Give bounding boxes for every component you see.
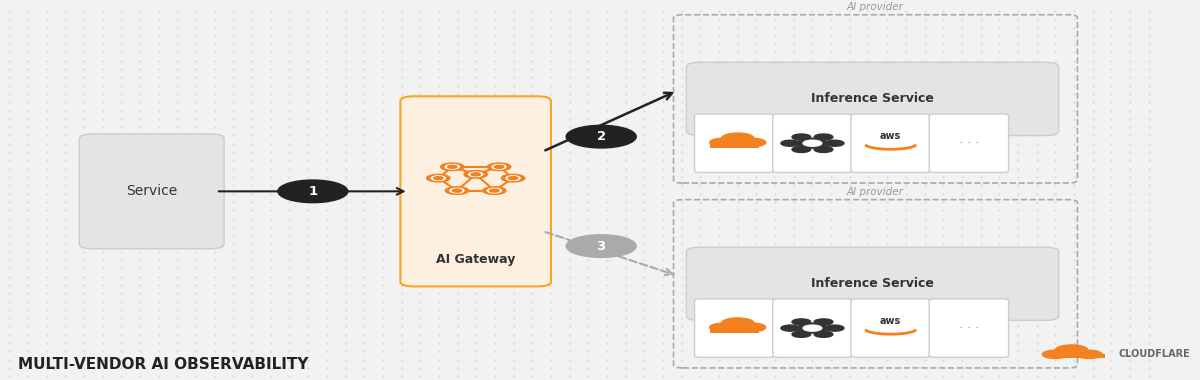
Text: · · ·: · · ·	[959, 137, 979, 150]
FancyBboxPatch shape	[851, 114, 930, 173]
FancyBboxPatch shape	[929, 114, 1008, 173]
Circle shape	[721, 318, 754, 328]
Text: aws: aws	[880, 316, 901, 326]
Circle shape	[792, 331, 811, 337]
FancyBboxPatch shape	[401, 96, 551, 287]
Circle shape	[509, 177, 517, 180]
FancyBboxPatch shape	[695, 299, 774, 357]
Circle shape	[797, 138, 828, 148]
Text: Service: Service	[126, 184, 178, 198]
Circle shape	[740, 138, 766, 147]
Circle shape	[490, 189, 499, 192]
Text: CLOUDFLARE: CLOUDFLARE	[1118, 348, 1190, 359]
Circle shape	[803, 325, 822, 331]
Circle shape	[482, 187, 506, 194]
Circle shape	[826, 140, 844, 146]
FancyBboxPatch shape	[929, 299, 1008, 357]
Circle shape	[709, 138, 736, 147]
Circle shape	[740, 323, 766, 331]
Circle shape	[792, 319, 811, 325]
Text: 1: 1	[308, 185, 318, 198]
Circle shape	[797, 323, 828, 333]
Text: · · ·: · · ·	[959, 321, 979, 335]
Circle shape	[433, 177, 443, 180]
FancyBboxPatch shape	[686, 62, 1058, 136]
Circle shape	[492, 165, 506, 169]
Circle shape	[814, 331, 833, 337]
Circle shape	[427, 174, 450, 182]
Circle shape	[566, 125, 636, 148]
Circle shape	[781, 325, 799, 331]
Circle shape	[487, 163, 511, 171]
Circle shape	[502, 174, 524, 182]
Text: AI Gateway: AI Gateway	[436, 253, 515, 266]
Text: AI provider: AI provider	[847, 2, 904, 12]
Circle shape	[792, 146, 811, 152]
Circle shape	[1055, 345, 1088, 355]
Circle shape	[445, 187, 469, 194]
Bar	[1051, 353, 1105, 358]
Circle shape	[494, 165, 504, 168]
Circle shape	[445, 165, 460, 169]
Circle shape	[826, 325, 844, 331]
FancyBboxPatch shape	[773, 299, 852, 357]
Text: Inference Service: Inference Service	[811, 277, 934, 290]
Circle shape	[452, 189, 462, 192]
Circle shape	[721, 133, 754, 144]
Circle shape	[814, 319, 833, 325]
Circle shape	[278, 180, 348, 203]
Circle shape	[1043, 350, 1068, 358]
Circle shape	[440, 163, 464, 171]
Circle shape	[464, 171, 487, 178]
Text: MULTI-VENDOR AI OBSERVABILITY: MULTI-VENDOR AI OBSERVABILITY	[18, 358, 308, 372]
Circle shape	[792, 134, 811, 140]
Circle shape	[709, 323, 736, 331]
Text: aws: aws	[880, 131, 901, 141]
FancyBboxPatch shape	[79, 134, 224, 249]
FancyBboxPatch shape	[773, 114, 852, 173]
FancyBboxPatch shape	[686, 247, 1058, 320]
Circle shape	[469, 172, 482, 177]
Circle shape	[814, 134, 833, 140]
Text: AI provider: AI provider	[847, 187, 904, 197]
Circle shape	[803, 140, 822, 146]
Bar	[709, 326, 758, 332]
Circle shape	[1076, 350, 1102, 358]
Bar	[709, 142, 758, 148]
Circle shape	[487, 188, 502, 193]
Text: 3: 3	[596, 239, 606, 253]
Circle shape	[506, 176, 520, 180]
Circle shape	[448, 165, 457, 168]
Circle shape	[566, 235, 636, 257]
Circle shape	[781, 140, 799, 146]
FancyBboxPatch shape	[695, 114, 774, 173]
FancyBboxPatch shape	[851, 299, 930, 357]
Text: 2: 2	[596, 130, 606, 143]
Circle shape	[431, 176, 445, 180]
Text: Inference Service: Inference Service	[811, 92, 934, 105]
Circle shape	[450, 188, 464, 193]
Circle shape	[814, 146, 833, 152]
Circle shape	[472, 173, 480, 176]
